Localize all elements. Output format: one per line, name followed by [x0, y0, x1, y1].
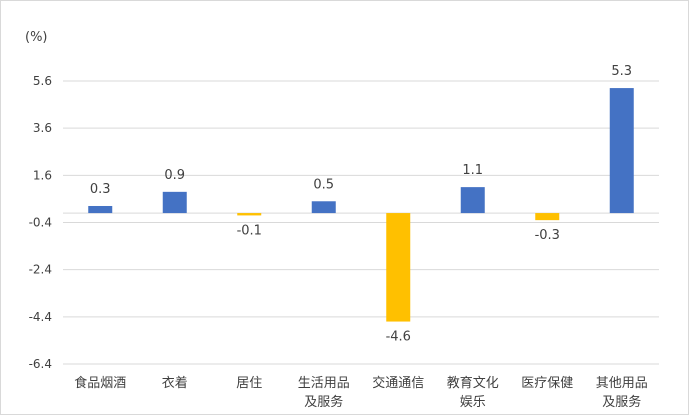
y-tick-label: -0.4: [29, 216, 52, 230]
bar: [88, 205, 113, 214]
bar: [609, 88, 634, 214]
bar: [311, 201, 336, 214]
x-tick-label: 及服务: [602, 394, 641, 410]
data-label: 0.3: [90, 182, 111, 197]
y-axis-tick-labels: 5.6 3.6 1.6 -0.4 -2.4 -4.4 -6.4: [29, 74, 52, 371]
y-tick-label: -2.4: [29, 263, 52, 277]
y-tick-label: 1.6: [33, 168, 52, 182]
x-tick-label: 食品烟酒: [74, 375, 126, 391]
bar: [460, 187, 485, 214]
data-label: -4.6: [386, 330, 411, 345]
x-tick-label: 交通通信: [372, 375, 424, 391]
data-label: -0.1: [237, 223, 262, 238]
y-tick-label: 3.6: [33, 121, 52, 135]
data-label: 5.3: [611, 64, 632, 79]
bars: [88, 88, 634, 322]
data-label: 0.5: [313, 177, 334, 192]
x-tick-label: 娱乐: [460, 395, 486, 410]
y-axis-unit-label: (%): [25, 30, 48, 45]
x-tick-label: 其他用品: [596, 376, 648, 391]
gridlines: [63, 80, 659, 365]
x-tick-label: 医疗保健: [521, 376, 573, 391]
x-tick-label: 及服务: [304, 394, 343, 410]
data-label: 0.9: [164, 168, 185, 183]
data-label: 1.1: [462, 163, 483, 178]
y-tick-label: 5.6: [33, 74, 52, 88]
bar: [535, 213, 560, 221]
x-tick-label: 生活用品: [298, 376, 350, 391]
x-tick-label: 衣着: [162, 375, 188, 391]
y-tick-label: -4.4: [29, 310, 52, 324]
y-tick-label: -6.4: [29, 357, 52, 371]
x-tick-label: 居住: [236, 376, 262, 391]
data-label: -0.3: [535, 228, 560, 243]
x-tick-label: 教育文化: [447, 375, 499, 391]
bar: [386, 213, 411, 322]
data-labels: 0.3 0.9 -0.1 0.5 -4.6 1.1 -0.3 5.3: [90, 64, 632, 344]
bar: [162, 191, 187, 214]
bar: [237, 213, 262, 216]
